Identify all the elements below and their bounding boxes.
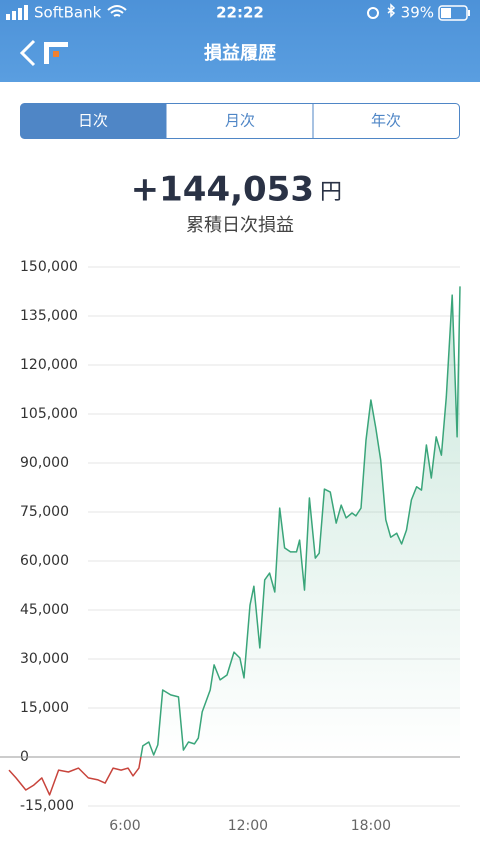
y-tick-label: 120,000 (20, 357, 78, 373)
clock: 22:22 (216, 4, 264, 22)
line (8, 286, 461, 796)
header-bar (0, 0, 480, 82)
signal-icon (6, 5, 28, 20)
y-tick-label: 105,000 (20, 406, 78, 422)
back-button[interactable] (19, 39, 36, 67)
battery-text: 39% (401, 4, 434, 22)
battery-icon (438, 5, 470, 21)
y-tick-label: -15,000 (20, 798, 74, 814)
y-tick-label: 45,000 (20, 602, 69, 618)
y-tick-label: 150,000 (20, 259, 78, 275)
y-tick-label: 30,000 (20, 651, 69, 667)
chart: 150,000 135,000 120,000 105,000 90,000 75,000… (0, 259, 461, 834)
app-logo (44, 42, 68, 64)
y-tick-label: 75,000 (20, 504, 69, 520)
currency-unit: 円 (320, 180, 342, 205)
total-amount: +144,053 (131, 170, 314, 210)
tab[interactable]: 月次 (225, 112, 255, 130)
header-title: 損益履歴 (204, 42, 276, 64)
tab[interactable]: 日次 (78, 112, 108, 130)
tab-selected[interactable] (20, 103, 167, 139)
alarm-icon (367, 7, 379, 19)
x-tick-label: 12:00 (228, 818, 268, 834)
wifi-icon (107, 5, 127, 17)
carrier: SoftBank (34, 4, 102, 22)
y-tick-label: 90,000 (20, 455, 69, 471)
x-tick-label: 6:00 (109, 818, 140, 834)
x-tick-label: 18:00 (351, 818, 391, 834)
bluetooth-icon (387, 3, 396, 18)
y-tick-label: 60,000 (20, 553, 69, 569)
tab[interactable]: 年次 (371, 112, 401, 130)
area (9, 286, 460, 757)
y-tick-label: 15,000 (20, 700, 69, 716)
y-tick-label: 135,000 (20, 308, 78, 324)
summary-caption: 累積日次損益 (186, 215, 294, 236)
